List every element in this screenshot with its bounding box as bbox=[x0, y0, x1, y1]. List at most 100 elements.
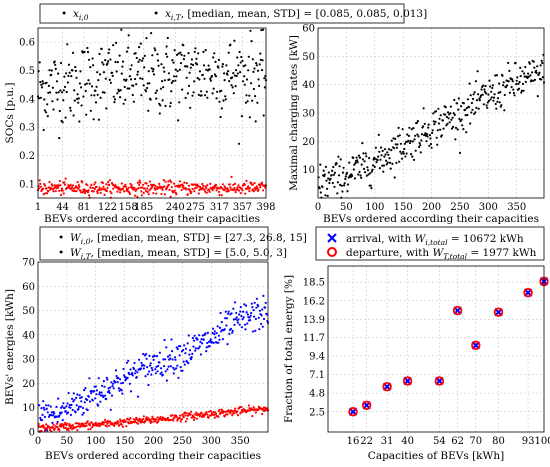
p3-ytick-label: 50 bbox=[22, 306, 35, 317]
p2-series0-point bbox=[485, 104, 488, 107]
p1-series1-point bbox=[243, 183, 246, 187]
p1-series0-point bbox=[102, 63, 105, 66]
p2-series0-point bbox=[476, 70, 479, 73]
p3-series0-point bbox=[190, 358, 193, 361]
p1-series1-point bbox=[197, 185, 200, 188]
legend-soc-marker-1: • bbox=[61, 8, 67, 20]
p2-series0-point bbox=[486, 106, 489, 109]
p1-series0-point bbox=[166, 36, 169, 40]
p3-series1-point bbox=[82, 422, 85, 425]
p2-series0-point bbox=[383, 148, 387, 151]
p2-series0-point bbox=[374, 146, 377, 149]
p1-series0-point bbox=[62, 89, 65, 92]
p1-series1-point bbox=[232, 183, 235, 186]
p1-series0-point bbox=[54, 63, 57, 66]
p3-series0-point bbox=[69, 406, 72, 409]
p2-series0-point bbox=[343, 182, 346, 185]
p1-series1-point bbox=[209, 182, 212, 185]
p3-series1-point bbox=[90, 421, 93, 424]
p1-series0-point bbox=[137, 60, 140, 64]
p3-series0-point bbox=[168, 354, 171, 357]
p2-series0-point bbox=[541, 61, 544, 65]
p1-series1-point bbox=[152, 183, 156, 187]
p1-series1-point bbox=[59, 184, 62, 187]
p3-series1-point bbox=[145, 416, 148, 419]
p3-series0-point bbox=[43, 415, 47, 418]
p3-series0-point bbox=[103, 385, 106, 388]
p3-series1-point bbox=[155, 418, 158, 421]
p1-series1-point bbox=[229, 186, 232, 189]
p2-xtick-label: 350 bbox=[507, 202, 526, 213]
p1-series0-point bbox=[206, 96, 209, 99]
p3-series0-point bbox=[80, 400, 83, 403]
p1-series0-point bbox=[131, 93, 134, 97]
p1-ytick-label: 0.3 bbox=[19, 123, 35, 134]
p1-series0-point bbox=[43, 98, 46, 101]
p1-series0-point bbox=[179, 62, 183, 65]
p1-series0-point bbox=[48, 69, 51, 72]
p3-series0-point bbox=[187, 362, 190, 365]
p3-series1-point bbox=[67, 429, 70, 432]
p1-series0-point bbox=[254, 120, 257, 123]
p1-series0-point bbox=[125, 78, 128, 81]
p3-series1-point bbox=[214, 412, 218, 415]
p1-series0-point bbox=[45, 81, 48, 84]
p3-series0-point bbox=[115, 375, 118, 378]
p3-series1-point bbox=[175, 415, 178, 418]
p3-series0-point bbox=[184, 347, 187, 350]
p1-series0-point bbox=[120, 28, 123, 31]
p3-series0-point bbox=[131, 374, 134, 377]
p2-series0-point bbox=[399, 142, 402, 145]
p3-series0-point bbox=[160, 367, 163, 370]
p3-series0-point bbox=[119, 378, 122, 381]
p1-series0-point bbox=[203, 77, 206, 80]
p1-series1-point bbox=[218, 193, 221, 197]
p1-series0-point bbox=[135, 83, 138, 86]
p3-series1-point bbox=[186, 417, 189, 420]
p3-series1-point bbox=[159, 416, 162, 419]
p3-series0-point bbox=[67, 411, 70, 414]
p3-series0-point bbox=[67, 391, 70, 395]
p3-series1-point bbox=[220, 408, 223, 411]
p3-series0-point bbox=[49, 405, 52, 408]
p1-series1-point bbox=[173, 189, 176, 192]
p1-series1-point bbox=[206, 184, 209, 187]
p3-series0-point bbox=[245, 311, 248, 314]
p1-series1-point bbox=[101, 181, 104, 184]
p1-series1-point bbox=[232, 189, 235, 192]
p2-series0-point bbox=[447, 117, 450, 120]
grid-energies bbox=[37, 261, 268, 433]
p1-series1-point bbox=[116, 190, 119, 193]
p2-series0-point bbox=[457, 108, 460, 111]
p1-series1-point bbox=[138, 179, 141, 182]
p1-series0-point bbox=[65, 72, 68, 75]
p2-series0-point bbox=[498, 101, 501, 104]
p3-series0-point bbox=[95, 393, 98, 396]
p1-series1-point bbox=[169, 195, 172, 198]
p2-series0-point bbox=[444, 106, 447, 109]
p1-series1-point bbox=[198, 189, 201, 192]
p3-series0-point bbox=[232, 307, 235, 310]
p2-series0-point bbox=[450, 118, 453, 121]
p3-series1-point bbox=[187, 414, 190, 417]
p1-series1-point bbox=[178, 180, 181, 183]
p3-series1-point bbox=[199, 413, 202, 416]
p1-series1-point bbox=[71, 184, 75, 187]
p4-xtick-label: 70 bbox=[469, 436, 482, 447]
p1-series1-point bbox=[139, 186, 142, 189]
p1-ytick-label: 0.1 bbox=[19, 179, 35, 190]
p3-series0-point bbox=[223, 328, 226, 331]
p2-series0-point bbox=[437, 107, 440, 110]
p1-series0-point bbox=[182, 44, 185, 47]
p2-series0-point bbox=[383, 155, 386, 158]
p2-series0-point bbox=[407, 139, 410, 142]
p1-series1-point bbox=[139, 181, 142, 184]
p1-series1-point bbox=[215, 189, 218, 192]
p1-series0-point bbox=[232, 92, 235, 95]
p2-series0-point bbox=[401, 128, 404, 131]
p1-series1-point bbox=[39, 182, 42, 185]
p1-series0-point bbox=[212, 87, 215, 90]
p1-series0-point bbox=[76, 93, 79, 96]
p3-series0-point bbox=[213, 333, 216, 336]
legend-energies-box bbox=[39, 226, 269, 261]
